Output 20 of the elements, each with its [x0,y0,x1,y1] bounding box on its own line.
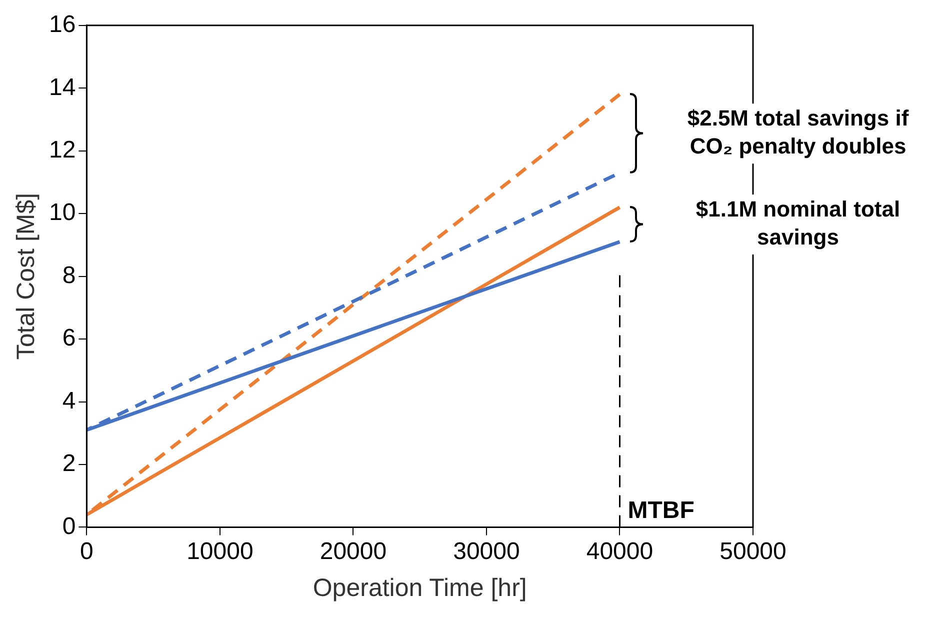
y-tick-label: 10 [48,199,76,226]
x-tick-label: 0 [80,538,94,566]
y-tick-label: 14 [48,74,76,101]
x-tick-label: 20000 [320,538,387,566]
y-tick-label: 6 [62,324,76,352]
y-tick-label: 16 [48,11,76,38]
y-tick-label: 4 [62,387,76,414]
y-tick-label: 12 [48,136,76,164]
x-tick-label: 40000 [586,538,654,566]
y-tick-label: 0 [62,512,76,540]
y-tick-label: 8 [62,262,76,289]
ref-line-label: MTBF [628,496,694,524]
x-tick-label: 30000 [453,538,520,566]
x-tick-label: 50000 [720,538,786,566]
y-tick-label: 2 [62,450,76,478]
x-tick-label: 10000 [186,538,254,566]
x-axis-title: Operation Time [hr] [312,574,527,602]
y-axis-title: Total Cost [M$] [12,192,40,360]
annotation: $1.1M nominal total savings [696,196,900,250]
annotation: $2.5M total savings if CO₂ penalty doubles [687,106,910,159]
